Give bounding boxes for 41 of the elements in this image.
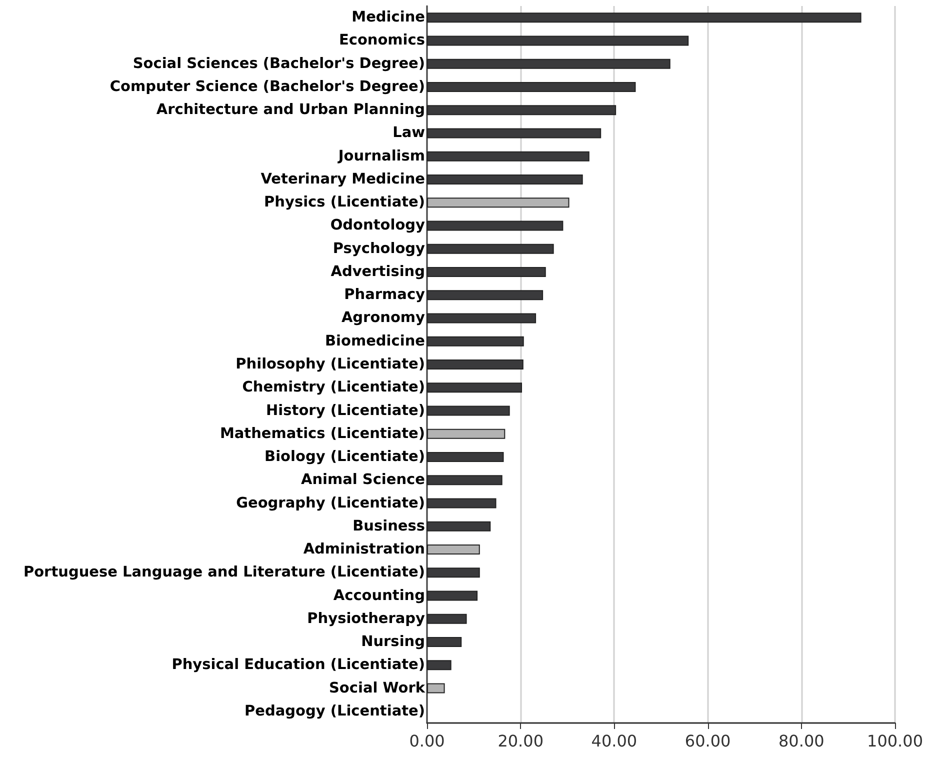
y-tick-label: Social Work [328, 680, 426, 696]
y-tick-label: Agronomy [341, 310, 426, 326]
bar [427, 544, 480, 555]
x-tick-label: 20.00 [498, 732, 544, 750]
y-tick-label: Biology (Licentiate) [264, 449, 425, 466]
y-tick-label: Journalism [337, 148, 425, 164]
y-tick-label: Chemistry (Licentiate) [242, 380, 425, 396]
y-tick-label: Biomedicine [325, 333, 426, 350]
bar [427, 198, 570, 208]
y-tick-label: Geography (Licentiate) [236, 495, 425, 512]
y-tick-label: Business [352, 518, 425, 534]
y-tick-label: Animal Science [300, 472, 426, 488]
y-tick-label: Nursing [361, 634, 425, 650]
x-tick-label: 80.00 [778, 732, 824, 750]
y-tick-label: Accounting [333, 588, 425, 604]
bar [427, 428, 506, 439]
y-tick-label: Psychology [332, 240, 426, 257]
y-tick-label: Architecture and Urban Planning [156, 102, 425, 118]
y-tick-label: Mathematics (Licentiate) [220, 426, 425, 442]
x-tick-label: 100.00 [867, 732, 923, 750]
y-tick-label: Administration [303, 542, 425, 558]
y-tick-label: History (Licentiate) [266, 402, 425, 419]
y-tick-label: Pharmacy [344, 287, 426, 304]
y-tick-label: Portuguese Language and Literature (Licentiate) [23, 564, 425, 581]
y-tick-label: Veterinary Medicine [260, 171, 426, 188]
y-tick-label: Law [392, 125, 425, 142]
x-tick-label: 60.00 [684, 732, 731, 750]
y-tick-label: Economics [338, 32, 425, 49]
y-tick-label: Medicine [352, 10, 426, 26]
y-tick-label: Physical Education (Licentiate) [172, 657, 425, 674]
y-tick-label: Pedagogy (Licentiate) [244, 703, 425, 720]
y-tick-label: Social Sciences (Bachelor's Degree) [132, 56, 425, 72]
x-tick-label: 0.00 [409, 732, 445, 750]
y-tick-label: Odontology [330, 218, 426, 234]
bar [427, 683, 445, 694]
y-tick-label: Physiotherapy [307, 610, 426, 627]
y-tick-label: Computer Science (Bachelor's Degree) [110, 78, 425, 95]
y-tick-label: Physics (Licentiate) [264, 194, 425, 211]
x-tick-label: 40.00 [591, 732, 638, 750]
y-tick-label: Advertising [330, 264, 425, 280]
y-tick-label: Philosophy (Licentiate) [236, 356, 425, 372]
